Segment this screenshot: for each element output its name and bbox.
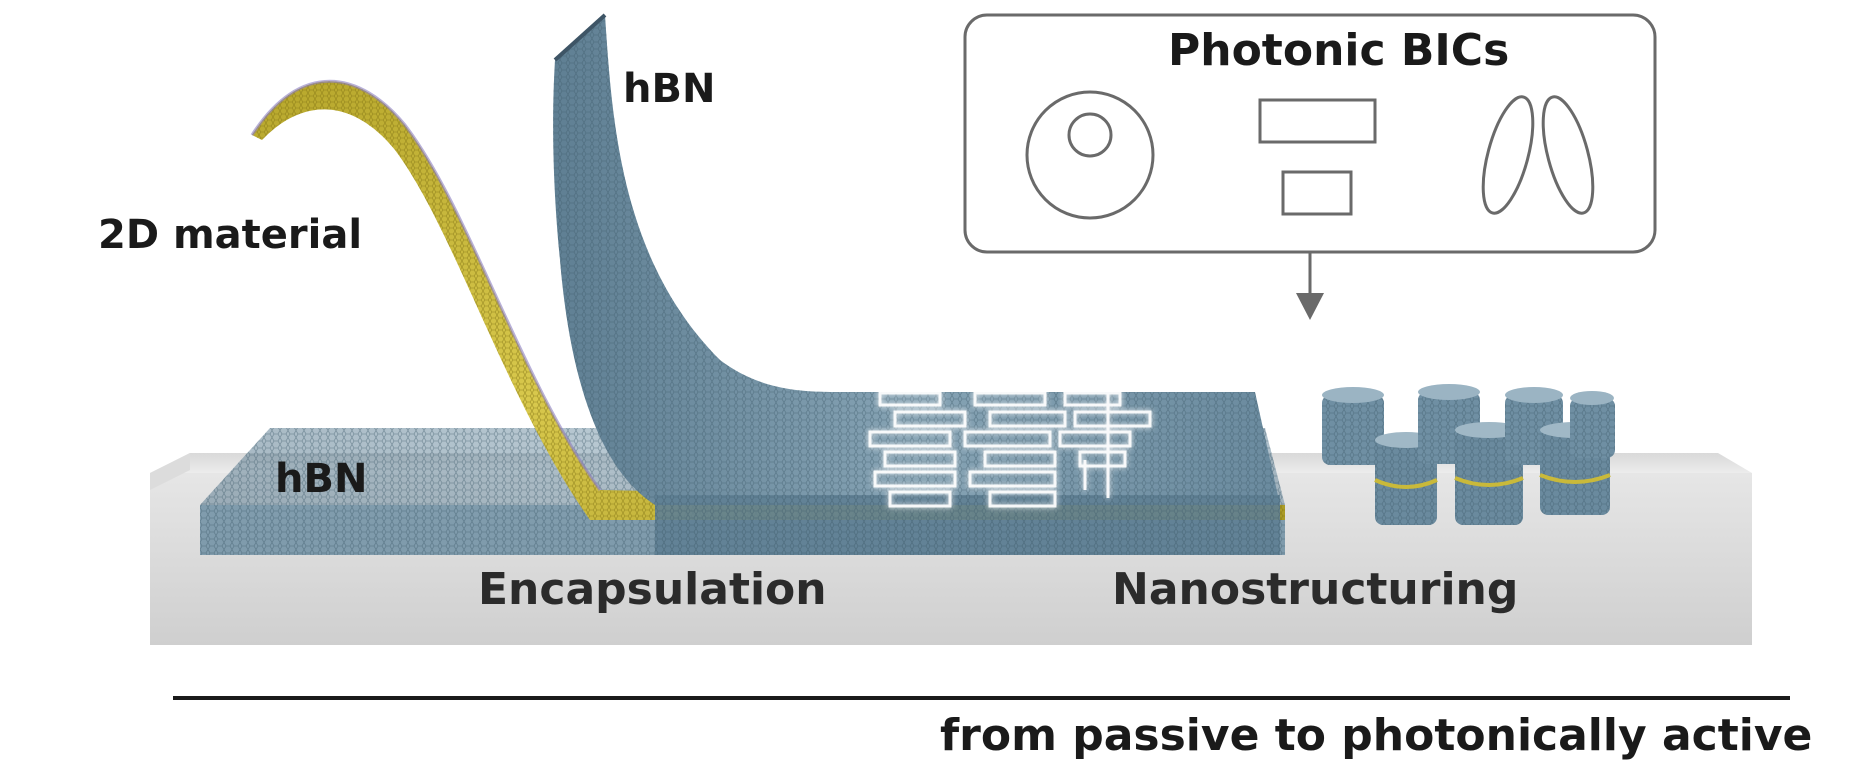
pillar (1322, 387, 1384, 465)
ring-disk-icon (1025, 90, 1155, 220)
pillar (1570, 391, 1615, 458)
photonic-bics-panel (963, 13, 1657, 320)
ellipse-pair-icon (1481, 95, 1595, 215)
encapsulation-label: Encapsulation (478, 564, 827, 615)
material-2d-label: 2D material (98, 212, 363, 258)
down-arrow-icon (1296, 252, 1324, 320)
photonic-bics-title: Photonic BICs (1168, 25, 1510, 76)
top-hbn-sheet (553, 13, 1280, 555)
material-2d-sheet (250, 79, 1285, 520)
passive-to-active-caption: from passive to photonically active (940, 710, 1813, 761)
nanostructuring-label: Nanostructuring (1112, 564, 1519, 615)
rectangle-pair-icon (1258, 98, 1377, 216)
hbn-bottom-label: hBN (275, 456, 368, 502)
hbn-top-label: hBN (623, 66, 716, 112)
nanopillars (1322, 384, 1615, 525)
glowing-nanostructures (868, 385, 1152, 508)
